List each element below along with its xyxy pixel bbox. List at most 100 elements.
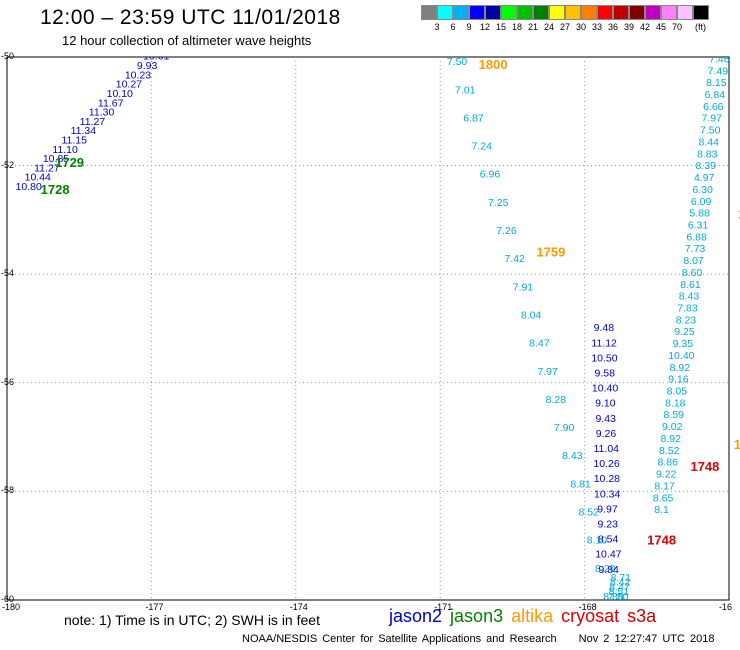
wave-height-value: 7.25 xyxy=(488,197,509,209)
wave-height-value: 8.59 xyxy=(664,409,685,421)
wave-height-value: 8.10 xyxy=(587,535,608,547)
legend-swatch xyxy=(677,5,693,20)
wave-height-value: 9.93 xyxy=(137,60,158,72)
wave-height-value: 6.96 xyxy=(480,169,501,181)
wave-height-value: 9.22 xyxy=(656,469,677,481)
legend-swatch xyxy=(549,5,565,20)
wave-height-value: 8.43 xyxy=(679,291,700,303)
wave-height-value: 8.18 xyxy=(665,397,686,409)
wave-height-value: 5.88 xyxy=(689,208,710,220)
wave-height-value: 8.61 xyxy=(680,279,701,291)
wave-height-value: 6.30 xyxy=(692,184,713,196)
wave-height-value: 7.49 xyxy=(708,65,729,77)
wave-height-value: 8.92 xyxy=(661,433,682,445)
pass-time-label: 1748 xyxy=(647,532,676,547)
wave-height-value: 9.58 xyxy=(595,368,616,380)
wave-height-value: 7.90 xyxy=(554,422,575,434)
legend-tick-label: 9 xyxy=(466,22,472,32)
footer-credit: NOAA/NESDIS Center for Satellite Applica… xyxy=(242,633,714,645)
latitude-label: -58 xyxy=(1,485,15,496)
wave-height-value: 9.84 xyxy=(598,564,619,576)
legend-swatch xyxy=(533,5,549,20)
legend-tick-label: 36 xyxy=(607,22,619,32)
wave-height-value: 6.09 xyxy=(691,196,712,208)
wave-height-value: 7.91 xyxy=(513,281,534,293)
wave-height-value: 8.88 xyxy=(603,591,624,603)
longitude-label: -168 xyxy=(578,602,597,612)
wave-height-value: 7.73 xyxy=(685,243,706,255)
legend-tick-label: 12 xyxy=(479,22,491,32)
satellite-legend-cryosat: cryosat xyxy=(561,606,620,626)
wave-height-value: 8.07 xyxy=(683,255,704,267)
legend-swatch xyxy=(485,5,501,20)
wave-height-value: 7.42 xyxy=(504,253,525,265)
wave-height-value: 6.66 xyxy=(703,101,724,113)
latitude-label: -50 xyxy=(1,51,15,61)
wave-height-value: 10.27 xyxy=(116,79,142,91)
wave-height-value: 10.34 xyxy=(594,488,620,500)
map-frame xyxy=(6,56,730,601)
wave-height-value: 9.25 xyxy=(674,326,695,338)
wave-height-value: 10.50 xyxy=(591,352,617,364)
wave-height-value: 8.71 xyxy=(610,572,631,584)
wave-height-value: 7.46 xyxy=(709,53,730,65)
legend-swatch xyxy=(645,5,661,20)
legend-swatch xyxy=(581,5,597,20)
legend-tick-labels: 3 6 9 12 15 18 21 24 27 30 33 36 39 42 45 70 (ft) xyxy=(421,20,709,34)
wave-height-value: 6.88 xyxy=(686,231,707,243)
wave-height-value: 10.44 xyxy=(25,172,51,184)
longitude-label: -180 xyxy=(2,602,21,612)
legend-tick-label: 45 xyxy=(655,22,667,32)
legend-tick-label: 30 xyxy=(575,22,587,32)
latitude-label: -54 xyxy=(1,268,15,279)
wave-height-value: 9.26 xyxy=(596,428,617,440)
wave-height-value: 10.85 xyxy=(43,153,69,165)
legend-tick-label: 21 xyxy=(527,22,539,32)
wave-height-value: 8.47 xyxy=(529,338,550,350)
wave-height-value: 8.29 xyxy=(595,563,616,575)
wave-height-value: 11.04 xyxy=(594,443,620,455)
wave-height-value: 7.83 xyxy=(677,302,698,314)
credit-text: NOAA/NESDIS Center for Satellite Applica… xyxy=(242,633,557,645)
wave-height-value: 8.81 xyxy=(570,478,591,490)
wave-height-value: 8.60 xyxy=(682,267,703,279)
wave-height-value: 9.43 xyxy=(595,413,616,425)
wave-height-value: 10.40 xyxy=(668,350,694,362)
wave-height-value: 7.26 xyxy=(496,225,517,237)
wave-height-value: 10.47 xyxy=(595,549,621,561)
satellite-legend-altika: altika xyxy=(511,606,554,626)
wave-height-value: 11.15 xyxy=(61,134,87,146)
wave-height-value: 10.28 xyxy=(594,473,620,485)
pass-time-label: 1800 xyxy=(479,57,508,72)
wave-height-value: 11.30 xyxy=(89,107,115,119)
wave-height-value: 11.12 xyxy=(591,337,617,349)
legend-swatch xyxy=(565,5,581,20)
legend-swatch xyxy=(469,5,485,20)
pass-time-label: 1728 xyxy=(41,182,70,197)
legend-swatch xyxy=(661,5,677,20)
wave-height-value: 10.10 xyxy=(107,88,133,100)
legend-swatch xyxy=(501,5,517,20)
pass-time-label: 1759 xyxy=(536,244,565,259)
wave-height-value: 7.50 xyxy=(608,591,629,603)
pass-time-label: 1758 xyxy=(734,437,740,452)
pass-time-label: 1729 xyxy=(55,155,84,170)
legend-tick-label: 6 xyxy=(450,22,456,32)
wave-height-value: 8.28 xyxy=(546,394,567,406)
latitude-label: -56 xyxy=(1,376,15,387)
wave-height-value: 8.47 xyxy=(609,581,630,593)
wave-height-value: 10.61 xyxy=(143,51,169,63)
wave-height-value: 8.15 xyxy=(706,77,727,89)
wave-height-value: 11.27 xyxy=(80,116,106,128)
wave-height-value: 9.97 xyxy=(597,503,618,515)
legend-unit: (ft) xyxy=(695,22,706,32)
map-subtitle: 12 hour collection of altimeter wave hei… xyxy=(62,33,312,48)
wave-height-value: 11.34 xyxy=(71,125,97,137)
wave-height-value: 8.04 xyxy=(521,309,542,321)
longitude-label: -171 xyxy=(434,602,453,612)
satellite-legend: jason2 jason3 altika cryosat s3a xyxy=(389,606,664,627)
wave-height-value: 9.23 xyxy=(598,519,619,531)
longitude-label: -174 xyxy=(289,602,308,612)
wave-height-value: 10.40 xyxy=(592,383,618,395)
